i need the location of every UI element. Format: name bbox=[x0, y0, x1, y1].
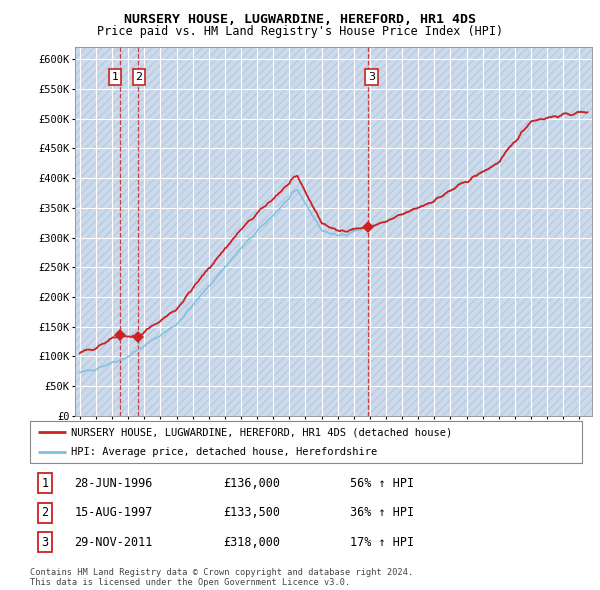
Text: 3: 3 bbox=[368, 72, 375, 82]
Text: 1: 1 bbox=[41, 477, 49, 490]
Text: 2: 2 bbox=[136, 72, 143, 82]
Text: NURSERY HOUSE, LUGWARDINE, HEREFORD, HR1 4DS (detached house): NURSERY HOUSE, LUGWARDINE, HEREFORD, HR1… bbox=[71, 427, 452, 437]
Text: 3: 3 bbox=[41, 536, 49, 549]
Text: NURSERY HOUSE, LUGWARDINE, HEREFORD, HR1 4DS: NURSERY HOUSE, LUGWARDINE, HEREFORD, HR1… bbox=[124, 13, 476, 26]
Text: 1: 1 bbox=[112, 72, 119, 82]
Text: 15-AUG-1997: 15-AUG-1997 bbox=[74, 506, 152, 519]
Text: £133,500: £133,500 bbox=[223, 506, 280, 519]
Text: 29-NOV-2011: 29-NOV-2011 bbox=[74, 536, 152, 549]
Text: 28-JUN-1996: 28-JUN-1996 bbox=[74, 477, 152, 490]
Text: £136,000: £136,000 bbox=[223, 477, 280, 490]
Text: 2: 2 bbox=[41, 506, 49, 519]
Text: 17% ↑ HPI: 17% ↑ HPI bbox=[350, 536, 414, 549]
Text: 56% ↑ HPI: 56% ↑ HPI bbox=[350, 477, 414, 490]
Text: HPI: Average price, detached house, Herefordshire: HPI: Average price, detached house, Here… bbox=[71, 447, 377, 457]
FancyBboxPatch shape bbox=[30, 421, 582, 463]
Text: 36% ↑ HPI: 36% ↑ HPI bbox=[350, 506, 414, 519]
Text: £318,000: £318,000 bbox=[223, 536, 280, 549]
Text: Price paid vs. HM Land Registry's House Price Index (HPI): Price paid vs. HM Land Registry's House … bbox=[97, 25, 503, 38]
Text: Contains HM Land Registry data © Crown copyright and database right 2024.
This d: Contains HM Land Registry data © Crown c… bbox=[30, 568, 413, 587]
